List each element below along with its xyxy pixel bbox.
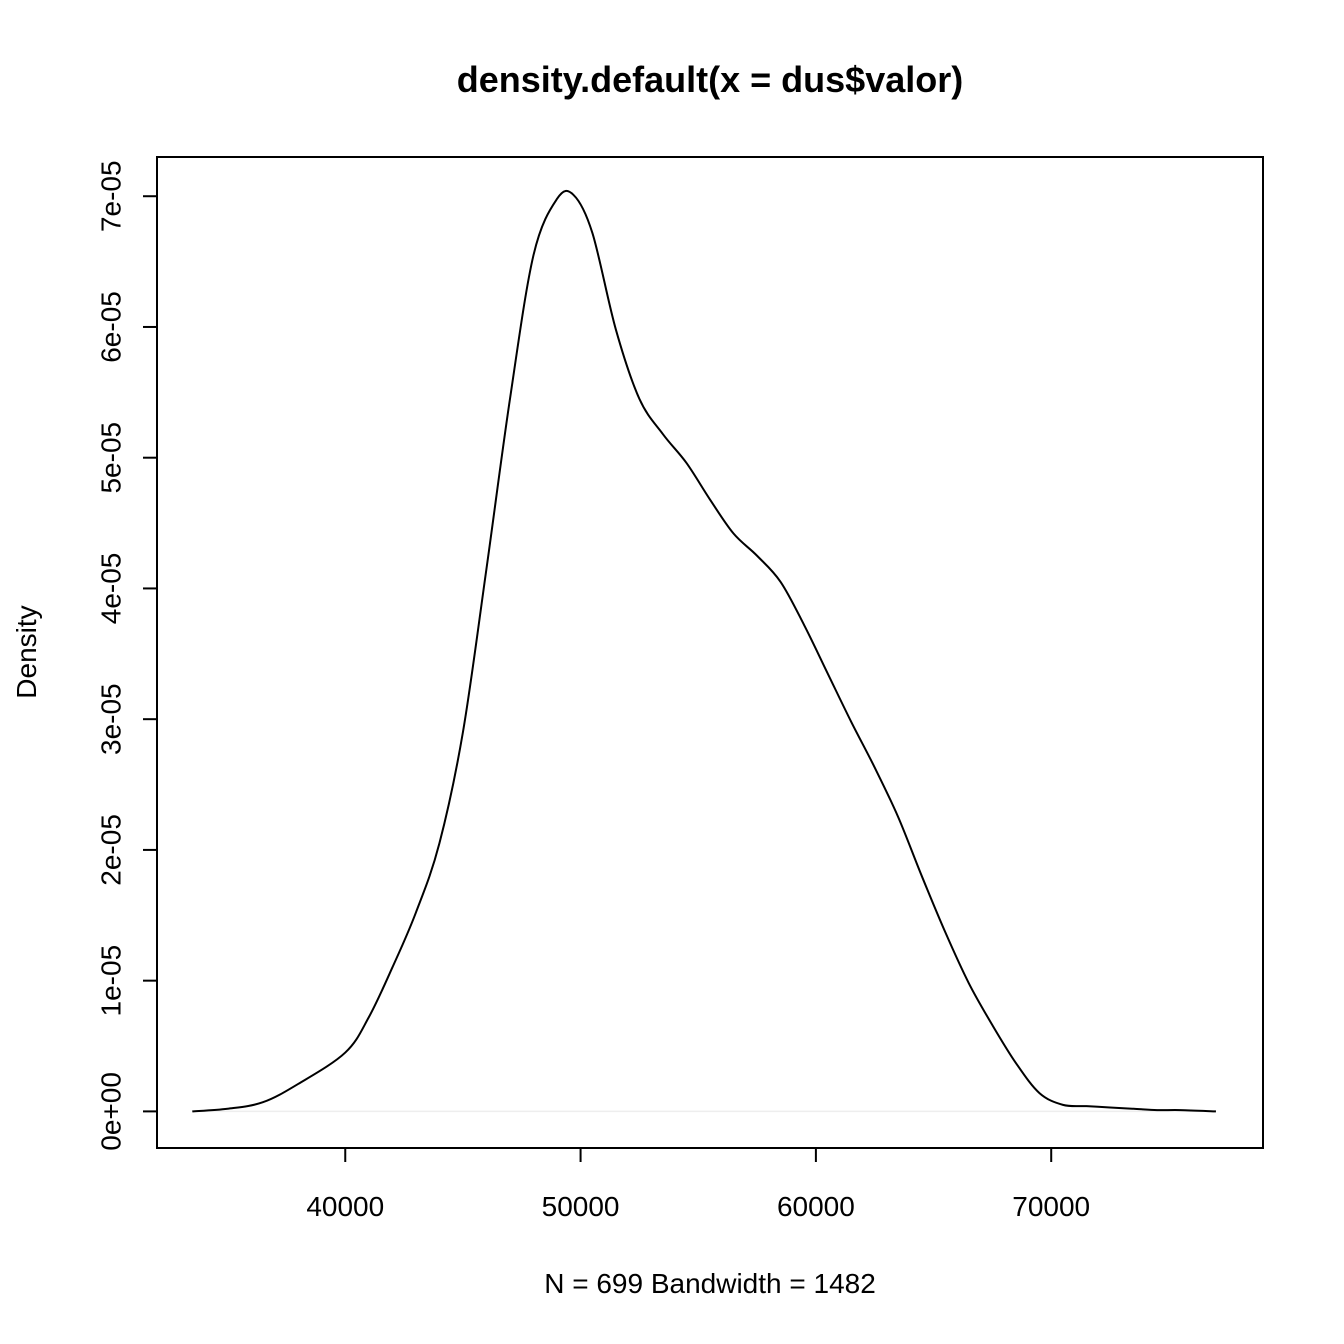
y-axis-label: Density (11, 605, 42, 698)
plot-frame (156, 156, 1264, 1149)
x-axis: 40000 50000 60000 70000 (306, 1147, 1090, 1222)
y-tick-label: 7e-05 (96, 160, 127, 232)
x-tick-label: 50000 (542, 1191, 620, 1222)
density-curve (192, 189, 1216, 1113)
x-tick-label: 40000 (306, 1191, 384, 1222)
y-tick-label: 3e-05 (96, 683, 127, 755)
x-tick-label: 70000 (1012, 1191, 1090, 1222)
x-axis-label: N = 699 Bandwidth = 1482 (544, 1268, 876, 1299)
y-tick-label: 2e-05 (96, 814, 127, 886)
y-tick-label: 1e-05 (96, 945, 127, 1017)
y-tick-label: 6e-05 (96, 291, 127, 363)
y-tick-label: 4e-05 (96, 553, 127, 625)
y-tick-label: 5e-05 (96, 422, 127, 494)
y-tick-label: 0e+00 (96, 1072, 127, 1151)
chart-title: density.default(x = dus$valor) (457, 59, 963, 100)
y-axis: 0e+00 1e-05 2e-05 3e-05 4e-05 5e-05 6e-05 7e-05 (96, 160, 158, 1151)
x-tick-label: 60000 (777, 1191, 855, 1222)
